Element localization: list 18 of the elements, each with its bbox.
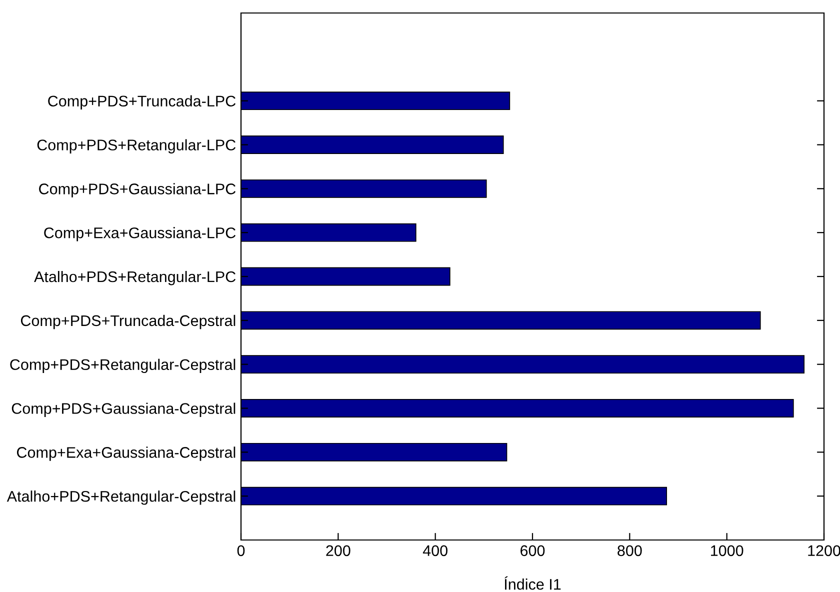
y-tick-label: Atalho+PDS+Retangular-Cepstral (6, 490, 236, 505)
y-tick-label: Comp+Exa+Gaussiana-LPC (44, 227, 236, 242)
x-tick-label: 800 (618, 545, 642, 556)
y-tick-label: Comp+PDS+Retangular-Cepstral (10, 358, 236, 374)
y-tick-label: Comp+Exa+Gaussiana-Cepstral (16, 446, 236, 461)
x-axis-title: Índice I1 (504, 576, 561, 590)
x-tick-label: 0 (237, 545, 245, 556)
y-tick-label: Comp+PDS+Gaussiana-Cepstral (12, 402, 236, 417)
y-tick-label: Atalho+PDS+Retangular-LPC (34, 270, 236, 286)
x-tick-label: 1200 (808, 545, 840, 556)
y-tick-label: Comp+PDS+Truncada-Cepstral (20, 314, 236, 330)
x-tick-label: 200 (326, 545, 350, 556)
x-tick-label: 600 (520, 545, 545, 556)
y-tick-label: Comp+PDS+Retangular-LPC (37, 139, 236, 154)
y-tick-label: Comp+PDS+Truncada-LPC (48, 95, 236, 110)
x-tick-label: 400 (422, 545, 448, 556)
x-tick-label: 1000 (711, 545, 744, 556)
y-tick-label: Comp+PDS+Gaussiana-LPC (39, 183, 236, 198)
